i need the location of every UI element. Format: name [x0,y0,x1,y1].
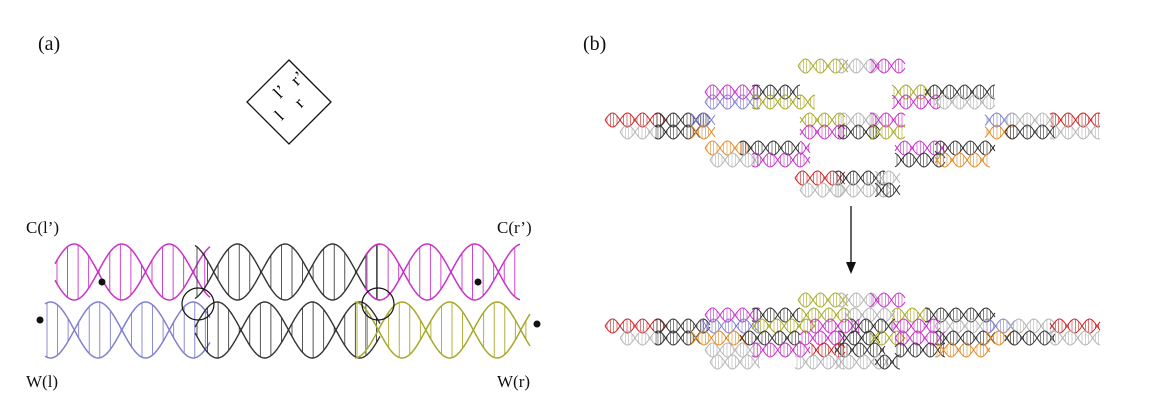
label-w-left: W(l) [26,372,59,391]
assembly-tile [924,84,996,100]
assembly-tile [689,124,716,140]
assembly-tile [834,182,891,198]
assembly-tile [704,94,761,110]
tile-diamond: l’ r’ l r [246,59,332,145]
assembly-tile [1049,124,1101,140]
assembly-tile [751,342,811,358]
helix-c-middle [194,243,381,301]
helix-w-right [354,301,531,359]
assembly-tile [1049,112,1101,128]
assembly-tile [751,152,811,168]
assembly-tile [891,94,941,110]
tile-label-r: r [290,94,308,112]
label-w-right: W(r) [497,372,531,391]
assembly-tile [1004,124,1056,140]
assembly-tile [751,94,816,110]
assembly-tile [704,140,751,156]
assembly-tile [837,330,881,346]
assembly-tile [654,124,701,140]
transition-arrow [846,206,856,274]
assembly-tile [1049,318,1101,334]
helix-c-left [54,243,211,301]
assembly-tile [797,58,849,74]
assembly-tile [834,170,886,186]
assembly-tile [984,318,1016,334]
assembly-tile [869,58,906,74]
assembly-tile [704,84,761,100]
assembly-tile [837,292,881,308]
assembly-tile [739,330,801,346]
assembly-tile [894,330,946,346]
panel-label-a: (a) [38,33,61,55]
assembly-tile [689,112,716,128]
label-c-right: C(r’) [497,218,532,237]
assembly-tile [934,342,991,358]
assembly-tile [1049,330,1101,346]
assembly-tile [1004,330,1056,346]
assembly-tile [934,152,991,168]
tile-label-l: l [271,107,288,124]
assembly-tile [799,330,846,346]
assembly-tile [837,124,881,140]
assembly-tile [874,354,901,370]
panel-label-b: (b) [583,33,607,55]
assembly-tile [797,292,849,308]
helix-c-right [364,243,521,301]
end-dot-w-right [533,320,541,328]
helix-w-left [44,301,211,359]
assembly-tile [891,318,941,334]
end-dot-w-left [36,316,44,324]
label-c-left: C(l’) [26,218,60,237]
assembly-tile [934,94,996,110]
crossover-circle-right [361,287,395,321]
tile-assembly-after [604,292,1101,370]
assembly-tile [654,330,701,346]
assembly-tile [869,112,906,128]
assembly-tile [794,354,846,370]
assembly-tile [799,140,811,156]
assembly-tile [874,182,901,198]
end-dot-c-left [98,278,106,286]
double-crossover-diagram [44,243,531,359]
assembly-tile [874,170,901,186]
assembly-tile [869,292,906,308]
crossover-circle-left [181,287,215,321]
assembly-tile [849,318,896,334]
helix-w-middle [194,301,381,359]
assembly-tile [934,140,996,156]
assembly-tile [891,307,931,323]
assembly-tile [751,318,816,334]
assembly-tile [837,58,881,74]
end-dot-c-right [474,278,482,286]
assembly-tile [709,152,761,168]
tile-label-r-prime: r’ [287,67,309,89]
assembly-tile [704,307,761,323]
assembly-tile [709,354,761,370]
tile-assembly-before [604,58,1101,198]
assembly-tile [869,124,906,140]
tile-label-l-prime: l’ [269,81,290,102]
